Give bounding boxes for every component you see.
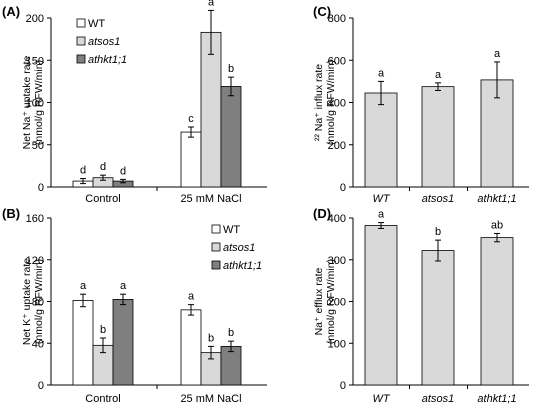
y-tick-label: 0 xyxy=(38,182,44,194)
chart-panel: (D) Na⁺ efflux rate (nmol/g RFW/min) 0 100 20… xyxy=(313,206,529,405)
significance-letter: a xyxy=(80,280,87,292)
significance-letter: a xyxy=(378,67,385,79)
x-tick-label: 25 mM NaCl xyxy=(180,193,241,205)
y-tick-label: 200 xyxy=(328,297,346,309)
bar xyxy=(480,237,514,386)
y-axis-label: Net Na⁺ uptake rate xyxy=(21,56,33,150)
y-tick-label: 100 xyxy=(328,338,346,350)
bar xyxy=(180,131,202,188)
y-tick-label: 800 xyxy=(328,13,346,25)
significance-letter: b xyxy=(435,226,441,238)
bar xyxy=(112,299,134,386)
y-tick-label: 100 xyxy=(26,98,44,110)
bar xyxy=(421,86,455,188)
significance-letter: a xyxy=(435,69,442,81)
y-tick-label: 80 xyxy=(32,297,44,309)
legend-label: atsos1 xyxy=(223,242,255,254)
y-axis-label: Na⁺ efflux rate xyxy=(313,267,325,335)
x-tick-label: 25 mM NaCl xyxy=(180,393,241,405)
y-axis-label: (nmol/g RFW/min) xyxy=(325,60,337,145)
y-tick-label: 300 xyxy=(328,255,346,267)
significance-letter: c xyxy=(188,113,194,125)
y-tick-label: 120 xyxy=(26,255,44,267)
x-tick-label: Control xyxy=(85,393,120,405)
significance-letter: a xyxy=(208,0,215,8)
y-tick-label: 400 xyxy=(328,213,346,225)
y-axis-label: Net K⁺ uptake rate xyxy=(21,258,33,345)
significance-letter: b xyxy=(228,327,234,339)
bar xyxy=(200,31,222,188)
y-axis-label: ²² Na⁺ influx rate xyxy=(313,64,325,141)
significance-letter: ab xyxy=(491,219,503,231)
significance-letter: b xyxy=(228,63,234,75)
legend-swatch xyxy=(211,224,221,234)
legend-label: WT xyxy=(223,224,240,236)
legend-swatch xyxy=(211,242,221,252)
significance-letter: a xyxy=(188,291,195,303)
x-tick-label: athkt1;1 xyxy=(477,393,516,405)
legend-label: atsos1 xyxy=(88,36,120,48)
chart-panel: (C) ²² Na⁺ influx rate (nmol/g RFW/min) 0 20… xyxy=(313,4,529,205)
bar xyxy=(220,345,242,386)
y-axis-label: (nmol/g RFW/min) xyxy=(33,259,45,344)
y-axis-label: (nmol/g RFW/min) xyxy=(325,259,337,344)
y-tick-label: 40 xyxy=(32,338,44,350)
y-tick-label: 0 xyxy=(340,182,346,194)
x-tick-label: atsos1 xyxy=(422,393,454,405)
legend-swatch xyxy=(211,260,221,270)
significance-letter: b xyxy=(100,324,106,336)
significance-letter: b xyxy=(208,332,214,344)
y-tick-label: 50 xyxy=(32,140,44,152)
panel-label: (C) xyxy=(313,4,331,19)
legend-label: athkt1;1 xyxy=(88,54,127,66)
legend-label: athkt1;1 xyxy=(223,260,262,272)
chart-panel: (A) Net Na⁺ uptake rate (nmol/g RFW/min) 0 5… xyxy=(2,0,267,205)
bar xyxy=(364,225,398,386)
significance-letter: a xyxy=(378,209,385,221)
bar xyxy=(421,250,455,386)
y-tick-label: 160 xyxy=(26,213,44,225)
legend-swatch xyxy=(76,18,86,28)
y-tick-label: 600 xyxy=(328,55,346,67)
panel-label: (D) xyxy=(313,206,331,221)
x-tick-label: athkt1;1 xyxy=(477,193,516,205)
x-tick-label: WT xyxy=(372,193,390,205)
legend-swatch xyxy=(76,54,86,64)
bar xyxy=(180,309,202,386)
legend-label: WT xyxy=(88,18,105,30)
legend-swatch xyxy=(76,36,86,46)
panel-label: (B) xyxy=(2,206,20,221)
y-tick-label: 400 xyxy=(328,98,346,110)
x-tick-label: Control xyxy=(85,193,120,205)
panel-label: (A) xyxy=(2,4,20,19)
bar xyxy=(72,300,94,386)
significance-letter: d xyxy=(120,165,126,177)
y-tick-label: 150 xyxy=(26,55,44,67)
significance-letter: a xyxy=(494,48,501,60)
chart-panel: (B) Net K⁺ uptake rate (nmol/g RFW/min) 0 40… xyxy=(2,206,267,405)
x-tick-label: atsos1 xyxy=(422,193,454,205)
significance-letter: d xyxy=(100,161,106,173)
bar xyxy=(364,92,398,188)
y-tick-label: 200 xyxy=(328,140,346,152)
y-tick-label: 0 xyxy=(340,380,346,392)
y-tick-label: 200 xyxy=(26,13,44,25)
y-tick-label: 0 xyxy=(38,380,44,392)
bar xyxy=(220,86,242,188)
x-tick-label: WT xyxy=(372,393,390,405)
significance-letter: d xyxy=(80,165,86,177)
significance-letter: a xyxy=(120,280,127,292)
y-axis-label: (nmol/g RFW/min) xyxy=(33,60,45,145)
